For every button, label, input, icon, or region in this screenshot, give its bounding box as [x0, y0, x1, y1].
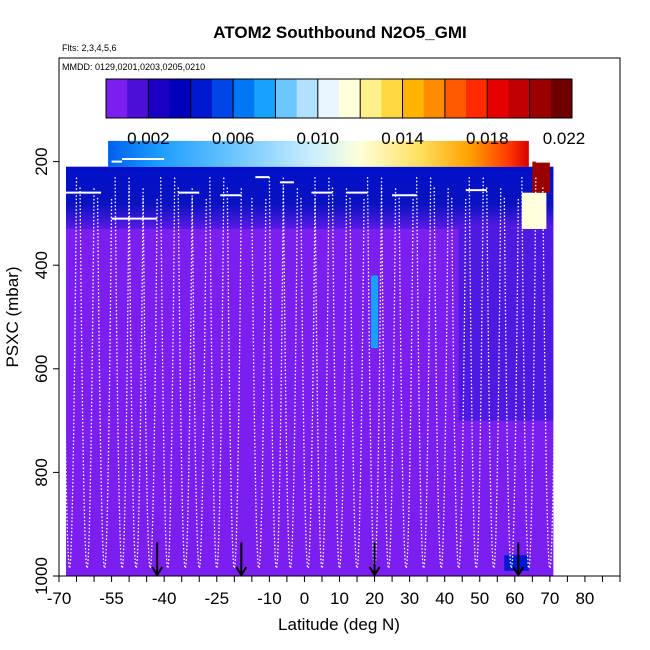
colorbar-cell	[317, 79, 340, 118]
colorbar-tick-label: 0.018	[466, 129, 509, 148]
colorbar-cell	[275, 79, 298, 118]
x-tick-label: -25	[204, 589, 229, 608]
top-gradient-band	[108, 140, 529, 167]
colorbar: 0.002 0.006 0.010 0.014 0.018 0.022	[105, 78, 586, 148]
profile-curve	[300, 197, 316, 569]
x-tick-label: 10	[330, 589, 349, 608]
surface-arrow-head	[512, 566, 525, 577]
profile-curve	[366, 177, 383, 569]
x-tick-label: -70	[47, 589, 72, 608]
upper-layer	[66, 166, 554, 229]
surface-arrow-head	[235, 566, 248, 577]
x-axis: -70 -55 -40 -25 -10 0 10 20 30 40 50 60 70 80	[47, 576, 621, 608]
profile-curve	[521, 177, 537, 569]
colorbar-cell	[487, 79, 509, 118]
highlight-cell	[521, 192, 547, 229]
colorbar-cell	[148, 79, 171, 118]
y-tick-label: 200	[32, 147, 51, 175]
colorbar-cell	[466, 79, 488, 118]
colorbar-cell	[508, 79, 531, 118]
colorbar-cell	[169, 79, 192, 118]
x-tick-label: 20	[365, 589, 384, 608]
profile-curve	[416, 177, 432, 569]
x-tick-label: -10	[257, 589, 282, 608]
colorbar-cell	[529, 79, 552, 118]
profile-curve	[142, 197, 158, 569]
profile-curve	[209, 177, 225, 569]
colorbar-cell	[296, 79, 319, 118]
highlight-cell	[504, 555, 529, 571]
profile-curve	[251, 197, 267, 569]
colorbar-cell	[233, 79, 255, 118]
y-axis: 200 400 600 800 1000	[32, 147, 59, 595]
y-tick-label: 400	[32, 251, 51, 279]
y-tick-label: 1000	[32, 557, 51, 595]
x-tick-label: 0	[300, 589, 309, 608]
colorbar-tick-label: 0.002	[127, 129, 170, 148]
heatmap-layer	[66, 140, 554, 576]
x-tick-label: 70	[540, 589, 559, 608]
profile-curve	[398, 197, 414, 569]
colorbar-cell	[254, 79, 276, 118]
colorbar-tick-label: 0.022	[543, 129, 586, 148]
x-tick-label: 40	[435, 589, 454, 608]
flight-tracks	[61, 158, 558, 569]
chart-title: ATOM2 Southbound N2O5_GMI	[213, 23, 466, 42]
surface-arrow-head	[368, 566, 381, 577]
x-tick-label: 30	[400, 589, 419, 608]
colorbar-cell	[360, 79, 382, 118]
profile-curve	[314, 177, 330, 569]
x-axis-label: Latitude (deg N)	[278, 615, 400, 634]
x-tick-label: -55	[99, 589, 124, 608]
colorbar-cell	[402, 79, 425, 118]
flights-label: Flts: 2,3,4,5,6	[62, 43, 117, 53]
colorbar-cell	[190, 79, 213, 118]
colorbar-tick-label: 0.006	[212, 129, 255, 148]
surface-arrows	[151, 542, 525, 577]
x-tick-label: -40	[152, 589, 177, 608]
colorbar-tick-label: 0.014	[381, 129, 424, 148]
colorbar-tick-label: 0.010	[297, 129, 340, 148]
x-tick-label: 50	[470, 589, 489, 608]
highlight-cell	[532, 161, 550, 193]
colorbar-cell	[550, 79, 573, 118]
y-tick-label: 600	[32, 355, 51, 383]
colorbar-frame	[105, 78, 573, 119]
profile-curve	[468, 177, 484, 569]
profile-curve	[191, 197, 207, 569]
profile-curve	[61, 177, 78, 569]
surface-arrow-head	[151, 566, 164, 577]
profile-curve	[160, 177, 176, 569]
highlight-cell	[371, 275, 379, 349]
profile-curve	[268, 177, 285, 569]
colorbar-cell	[211, 79, 234, 118]
y-tick-label: 800	[32, 458, 51, 486]
colorbar-cell	[444, 79, 467, 118]
x-tick-label: 80	[575, 589, 594, 608]
colorbar-cell	[127, 79, 149, 118]
colorbar-cell	[106, 79, 128, 118]
dates-label: MMDD: 0129,0201,0203,0205,0210	[62, 62, 205, 72]
profile-curve	[96, 197, 113, 569]
profile-curve	[349, 197, 365, 569]
x-tick-label: 60	[505, 589, 524, 608]
y-axis-label: PSXC (mbar)	[3, 266, 22, 367]
profile-curve	[503, 197, 519, 569]
profile-curve	[114, 177, 130, 569]
colorbar-cell	[381, 79, 404, 118]
colorbar-cell	[423, 79, 446, 118]
profile-curve	[451, 197, 467, 569]
colorbar-cell	[339, 79, 361, 118]
